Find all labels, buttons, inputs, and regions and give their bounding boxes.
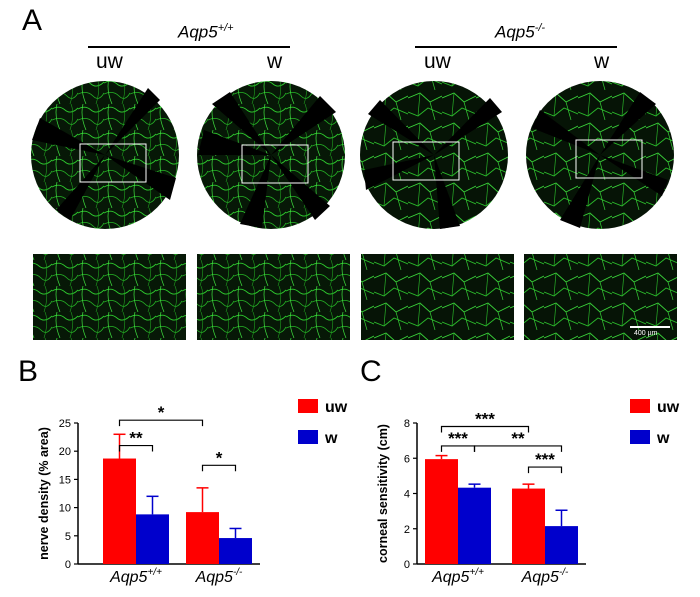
significance-label: ***	[535, 450, 555, 469]
zoom-image-wt-uw	[33, 254, 186, 340]
y-axis-label: corneal sensitivity (cm)	[376, 424, 390, 563]
panel-a-label: A	[22, 4, 43, 37]
condition-label-wt-uw: uw	[96, 50, 123, 73]
significance-label: *	[216, 448, 223, 467]
zoom-image-ko-uw	[361, 254, 514, 340]
y-tick-label: 25	[59, 418, 71, 430]
significance-bracket	[527, 466, 563, 474]
chart-c: C 0 2 4 6 8 corneal sensitivity (cm) Aqp5+/+ Aqp…	[360, 355, 680, 586]
y-axis-label: nerve density (% area)	[37, 427, 51, 560]
cornea-image-wt-uw	[31, 81, 179, 229]
genotype-ko-label: Aqp5-/-	[495, 22, 546, 42]
condition-label-ko-uw: uw	[424, 50, 451, 73]
legend-label-uw: uw	[657, 399, 680, 416]
bar-w	[458, 487, 491, 564]
significance-bracket	[473, 445, 563, 452]
significance-label: **	[511, 429, 525, 448]
legend-swatch-uw	[298, 399, 318, 413]
x-group-label: Aqp5-/-	[195, 567, 243, 586]
y-tick-label: 10	[59, 503, 71, 515]
significance-bracket	[118, 444, 154, 452]
significance-label: ***	[475, 410, 495, 429]
bar-uw	[103, 458, 136, 564]
cornea-image-ko-w	[526, 81, 674, 229]
condition-label-wt-w: w	[267, 50, 283, 73]
panel-c-label: C	[360, 355, 382, 388]
scale-bar	[630, 326, 670, 328]
y-tick-label: 0	[65, 559, 71, 571]
cornea-image-ko-uw	[360, 81, 508, 229]
cornea-images	[31, 81, 677, 340]
bar-w	[136, 514, 169, 564]
legend-swatch-w	[630, 430, 650, 444]
y-tick-label: 0	[404, 559, 410, 571]
significance-bracket	[440, 425, 530, 433]
y-tick-label: 5	[65, 531, 71, 543]
y-tick-label: 20	[59, 446, 71, 458]
genotype-wt-label: Aqp5+/+	[178, 22, 234, 42]
legend-label-uw: uw	[325, 399, 348, 416]
significance-label: ***	[448, 429, 468, 448]
cornea-image-wt-w	[197, 81, 345, 229]
y-tick-label: 2	[404, 524, 410, 536]
scale-bar-label: 400 µm	[634, 330, 658, 337]
bar-uw	[425, 459, 458, 564]
zoom-image-wt-w	[197, 254, 350, 340]
legend-swatch-w	[298, 430, 318, 444]
legend-label-w: w	[656, 430, 670, 447]
bar-uw	[186, 512, 219, 564]
y-tick-label: 15	[59, 474, 71, 486]
significance-bracket	[201, 464, 237, 472]
zoom-image-ko-w	[524, 254, 677, 340]
chart-b: B 0 5 10 15 20 25 nerve density (% area) Aqp5+/+…	[18, 355, 348, 586]
bar-w	[219, 538, 252, 564]
significance-label: *	[158, 403, 165, 422]
condition-label-ko-w: w	[594, 50, 610, 73]
panel-b-label: B	[18, 355, 38, 388]
y-tick-label: 6	[404, 453, 410, 465]
bar-uw	[512, 488, 545, 564]
y-tick-label: 4	[404, 489, 410, 501]
x-group-label: Aqp5+/+	[109, 567, 162, 586]
legend-label-w: w	[324, 430, 338, 447]
x-group-label: Aqp5-/-	[521, 567, 569, 586]
legend-swatch-uw	[630, 399, 650, 413]
x-group-label: Aqp5+/+	[431, 567, 484, 586]
genotype-ko-rule	[415, 46, 617, 48]
genotype-wt-rule	[88, 46, 290, 48]
significance-label: **	[129, 429, 143, 448]
y-tick-label: 8	[404, 418, 410, 430]
significance-bracket	[118, 419, 204, 427]
bar-w	[545, 526, 578, 564]
